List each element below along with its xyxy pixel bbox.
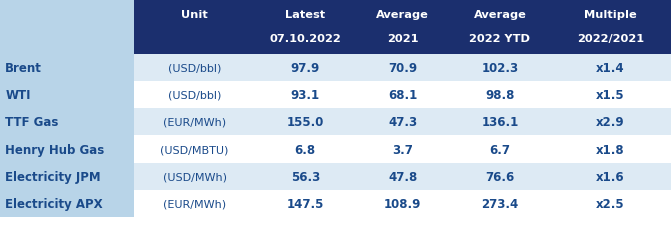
Text: 2022 YTD: 2022 YTD [470,34,530,44]
Text: Brent: Brent [5,61,42,74]
Bar [0,190,134,217]
Text: x1.4: x1.4 [597,61,625,74]
Text: 6.7: 6.7 [489,143,511,156]
Bar [0,136,134,163]
Text: Average: Average [474,10,526,20]
Text: x2.9: x2.9 [597,116,625,129]
Bar [356,190,450,217]
Bar [356,82,450,109]
Text: Unit: Unit [181,10,208,20]
Text: 47.3: 47.3 [388,116,417,129]
Text: (USD/MWh): (USD/MWh) [162,172,227,182]
Text: x1.6: x1.6 [597,170,625,183]
Text: Electricity JPM: Electricity JPM [5,170,101,183]
Text: 273.4: 273.4 [481,197,519,210]
Bar [550,109,671,136]
Text: (USD/MBTU): (USD/MBTU) [160,145,229,155]
Bar [550,54,671,82]
Text: 97.9: 97.9 [291,61,320,74]
Bar [550,190,671,217]
Text: 70.9: 70.9 [388,61,417,74]
Bar [255,109,356,136]
Text: Henry Hub Gas: Henry Hub Gas [5,143,105,156]
Text: 76.6: 76.6 [485,170,515,183]
Bar [0,0,134,54]
Text: 07.10.2022: 07.10.2022 [270,34,341,44]
Bar [450,163,550,190]
Bar [550,0,671,54]
Bar [255,0,356,54]
Text: 2021: 2021 [387,34,418,44]
Bar [134,0,255,54]
Text: Multiple: Multiple [584,10,637,20]
Text: (EUR/MWh): (EUR/MWh) [163,199,226,209]
Text: 56.3: 56.3 [291,170,320,183]
Bar [255,136,356,163]
Bar [356,109,450,136]
Bar [356,136,450,163]
Bar [550,163,671,190]
Bar [450,0,550,54]
Text: 6.8: 6.8 [295,143,316,156]
Text: (USD/bbl): (USD/bbl) [168,90,221,100]
Bar [134,54,255,82]
Bar [255,163,356,190]
Text: 47.8: 47.8 [388,170,417,183]
Text: Electricity APX: Electricity APX [5,197,103,210]
Bar [450,190,550,217]
Text: 98.8: 98.8 [485,89,515,102]
Bar [450,136,550,163]
Bar [550,82,671,109]
Bar [0,163,134,190]
Bar [356,54,450,82]
Bar [134,109,255,136]
Bar [450,109,550,136]
Bar [0,109,134,136]
Bar [134,190,255,217]
Text: (EUR/MWh): (EUR/MWh) [163,117,226,127]
Text: Latest: Latest [285,10,325,20]
Text: x1.8: x1.8 [597,143,625,156]
Bar [450,82,550,109]
Bar [0,82,134,109]
Text: 3.7: 3.7 [392,143,413,156]
Text: 136.1: 136.1 [481,116,519,129]
Bar [134,136,255,163]
Text: TTF Gas: TTF Gas [5,116,59,129]
Bar [0,54,134,82]
Bar [134,82,255,109]
Bar [134,163,255,190]
Bar [550,136,671,163]
Text: x1.5: x1.5 [597,89,625,102]
Bar [356,0,450,54]
Text: 147.5: 147.5 [287,197,324,210]
Bar [255,190,356,217]
Text: 102.3: 102.3 [481,61,519,74]
Bar [255,82,356,109]
Text: 68.1: 68.1 [388,89,417,102]
Bar [450,54,550,82]
Text: (USD/bbl): (USD/bbl) [168,63,221,73]
Text: WTI: WTI [5,89,31,102]
Bar [255,54,356,82]
Text: 2022/2021: 2022/2021 [577,34,644,44]
Bar [356,163,450,190]
Text: x2.5: x2.5 [597,197,625,210]
Text: 155.0: 155.0 [287,116,324,129]
Text: Average: Average [376,10,429,20]
Text: 93.1: 93.1 [291,89,320,102]
Text: 108.9: 108.9 [384,197,421,210]
